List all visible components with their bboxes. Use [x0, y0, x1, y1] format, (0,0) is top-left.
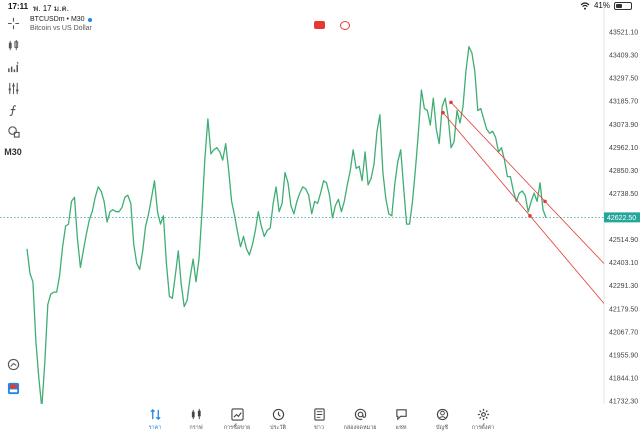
- account-icon: [436, 408, 448, 421]
- trend-channel-handle: [528, 214, 532, 218]
- market-status-dot: [87, 17, 92, 22]
- price-line: [26, 46, 547, 404]
- status-time: 17:11: [8, 2, 29, 11]
- shapes-icon[interactable]: [5, 124, 21, 138]
- mailbox-icon: [354, 408, 366, 421]
- status-right: 41%: [580, 1, 632, 10]
- price-tick-label: 43521.10: [609, 30, 638, 37]
- current-price-box: [604, 212, 640, 223]
- wifi-icon: [580, 1, 590, 10]
- tab-account[interactable]: บัญชี: [422, 408, 462, 432]
- tab-label: แชท: [395, 425, 407, 431]
- price-tick-label: 42291.30: [609, 283, 638, 290]
- history-icon: [272, 408, 284, 421]
- battery-percent: 41%: [593, 1, 610, 10]
- trend-channel-handle: [441, 110, 445, 115]
- symbol-description: Bitcoin vs US Dollar: [30, 25, 92, 32]
- tab-chat[interactable]: แชท: [381, 408, 421, 432]
- price-tick-label: 42962.10: [609, 145, 638, 152]
- price-chart[interactable]: 43521.10 43409.30 43297.50 43185.70 43073.90…: [0, 0, 640, 404]
- price-tick-label: 43409.30: [609, 53, 638, 60]
- tab-settings[interactable]: การตั้งค่า: [463, 408, 503, 432]
- trend-channel-line: [442, 112, 605, 304]
- tab-label: การซื้อขาย: [223, 425, 251, 431]
- candlestick-icon[interactable]: [5, 38, 21, 52]
- chart-icon: [191, 408, 201, 420]
- indicators-icon[interactable]: [5, 81, 21, 95]
- chat-icon: [395, 409, 407, 421]
- tab-news[interactable]: ข่าว: [299, 408, 339, 432]
- crosshair-icon[interactable]: [5, 16, 21, 30]
- tab-label: บัญชี: [436, 425, 448, 431]
- battery-icon: [614, 1, 632, 10]
- tab-label: ประวัติ: [269, 425, 287, 431]
- status-date: พ. 17 ม.ค.: [33, 4, 69, 13]
- price-tick-label: 43073.90: [609, 122, 638, 129]
- symbol-title: BTCUSDm • M30: [30, 16, 85, 23]
- tab-label: กล่องจดหมาย: [343, 425, 377, 431]
- price-tick-label: 42067.70: [609, 329, 638, 336]
- tab-label: กราฟ: [189, 425, 203, 431]
- left-toolbar: M30: [0, 14, 26, 404]
- bar-chart-icon[interactable]: [5, 60, 21, 74]
- settings-icon: [477, 408, 489, 421]
- price-tick-label: 42514.90: [609, 237, 638, 244]
- tab-chart[interactable]: กราฟ: [176, 408, 216, 432]
- timeframe-selector[interactable]: M30: [4, 147, 22, 157]
- quotes-icon: [149, 408, 161, 421]
- price-tick-label: 42850.30: [609, 168, 638, 175]
- sell-chip[interactable]: [314, 21, 325, 29]
- price-tick-label: 41844.10: [609, 375, 638, 382]
- tab-mailbox[interactable]: กล่องจดหมาย: [340, 408, 380, 432]
- news-icon: [313, 408, 325, 421]
- trend-channel-handle: [543, 199, 547, 204]
- speedometer-icon[interactable]: [5, 357, 21, 371]
- price-tick-label: 42179.50: [609, 306, 638, 313]
- price-tick-label: 41732.30: [609, 399, 638, 405]
- trend-channel-line: [450, 102, 605, 264]
- tab-label: การตั้งค่า: [471, 425, 495, 431]
- tab-trade[interactable]: การซื้อขาย: [217, 408, 257, 432]
- tab-quotes[interactable]: ราคา: [135, 408, 175, 432]
- status-bar: 17:11 พ. 17 ม.ค. 41%: [0, 0, 640, 14]
- price-tick-label: 42403.10: [609, 260, 638, 267]
- current-price-label: 42622.50: [607, 215, 636, 222]
- trend-channel-handle: [449, 100, 453, 105]
- symbol-header[interactable]: BTCUSDm • M30 Bitcoin vs US Dollar: [30, 15, 92, 33]
- tab-label: ข่าว: [314, 425, 324, 431]
- trade-chart-icon: [230, 408, 244, 421]
- trade-icon[interactable]: [5, 381, 21, 395]
- price-tick-label: 43185.70: [609, 99, 638, 106]
- buy-chip[interactable]: [340, 21, 350, 30]
- price-tick-label: 41955.90: [609, 352, 638, 359]
- function-icon[interactable]: [5, 103, 21, 117]
- price-tick-label: 42738.50: [609, 191, 638, 198]
- bottom-tab-bar: ราคา กราฟ การซื้อขาย ประวัติ ข่าว กล่องจ…: [0, 404, 640, 447]
- tab-label: ราคา: [148, 425, 162, 431]
- price-tick-label: 43297.50: [609, 76, 638, 83]
- tab-history[interactable]: ประวัติ: [258, 408, 298, 432]
